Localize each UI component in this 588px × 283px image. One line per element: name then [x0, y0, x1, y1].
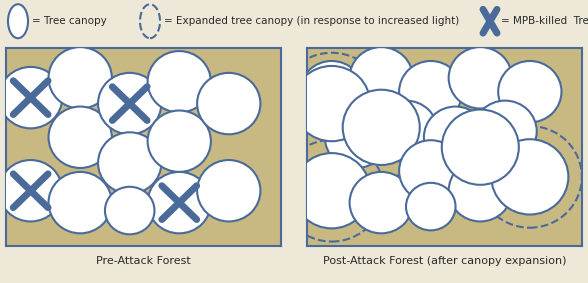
Ellipse shape: [478, 126, 582, 228]
Ellipse shape: [300, 61, 363, 122]
Ellipse shape: [197, 73, 260, 134]
Ellipse shape: [442, 110, 519, 185]
Text: Pre-Attack Forest: Pre-Attack Forest: [96, 256, 191, 266]
Ellipse shape: [449, 47, 512, 109]
Ellipse shape: [148, 172, 211, 233]
Ellipse shape: [325, 106, 388, 168]
Ellipse shape: [350, 47, 413, 109]
Ellipse shape: [280, 140, 384, 242]
Ellipse shape: [140, 4, 160, 38]
Ellipse shape: [49, 106, 112, 168]
Ellipse shape: [492, 139, 569, 215]
Ellipse shape: [424, 106, 487, 168]
Ellipse shape: [473, 101, 537, 162]
Ellipse shape: [428, 96, 532, 198]
Text: Post-Attack Forest (after canopy expansion): Post-Attack Forest (after canopy expansi…: [323, 256, 566, 266]
Ellipse shape: [375, 101, 437, 162]
Ellipse shape: [0, 67, 62, 128]
Ellipse shape: [343, 90, 420, 165]
Text: = Expanded tree canopy (in response to increased light): = Expanded tree canopy (in response to i…: [164, 16, 459, 26]
Ellipse shape: [399, 61, 462, 122]
Ellipse shape: [498, 61, 562, 122]
Ellipse shape: [8, 4, 28, 38]
Ellipse shape: [350, 172, 413, 233]
Ellipse shape: [105, 187, 155, 234]
Ellipse shape: [406, 183, 456, 230]
Text: = MPB-killed  Tree: = MPB-killed Tree: [501, 16, 588, 26]
Ellipse shape: [197, 160, 260, 221]
Ellipse shape: [293, 153, 370, 228]
Ellipse shape: [280, 53, 384, 155]
Ellipse shape: [148, 110, 211, 172]
Ellipse shape: [148, 51, 211, 113]
Ellipse shape: [98, 73, 161, 134]
Ellipse shape: [399, 140, 462, 201]
Ellipse shape: [49, 47, 112, 109]
Ellipse shape: [0, 160, 62, 221]
Ellipse shape: [329, 76, 433, 178]
Ellipse shape: [449, 160, 512, 221]
Ellipse shape: [49, 172, 112, 233]
Ellipse shape: [98, 132, 161, 194]
Text: = Tree canopy: = Tree canopy: [32, 16, 107, 26]
Ellipse shape: [293, 66, 370, 141]
